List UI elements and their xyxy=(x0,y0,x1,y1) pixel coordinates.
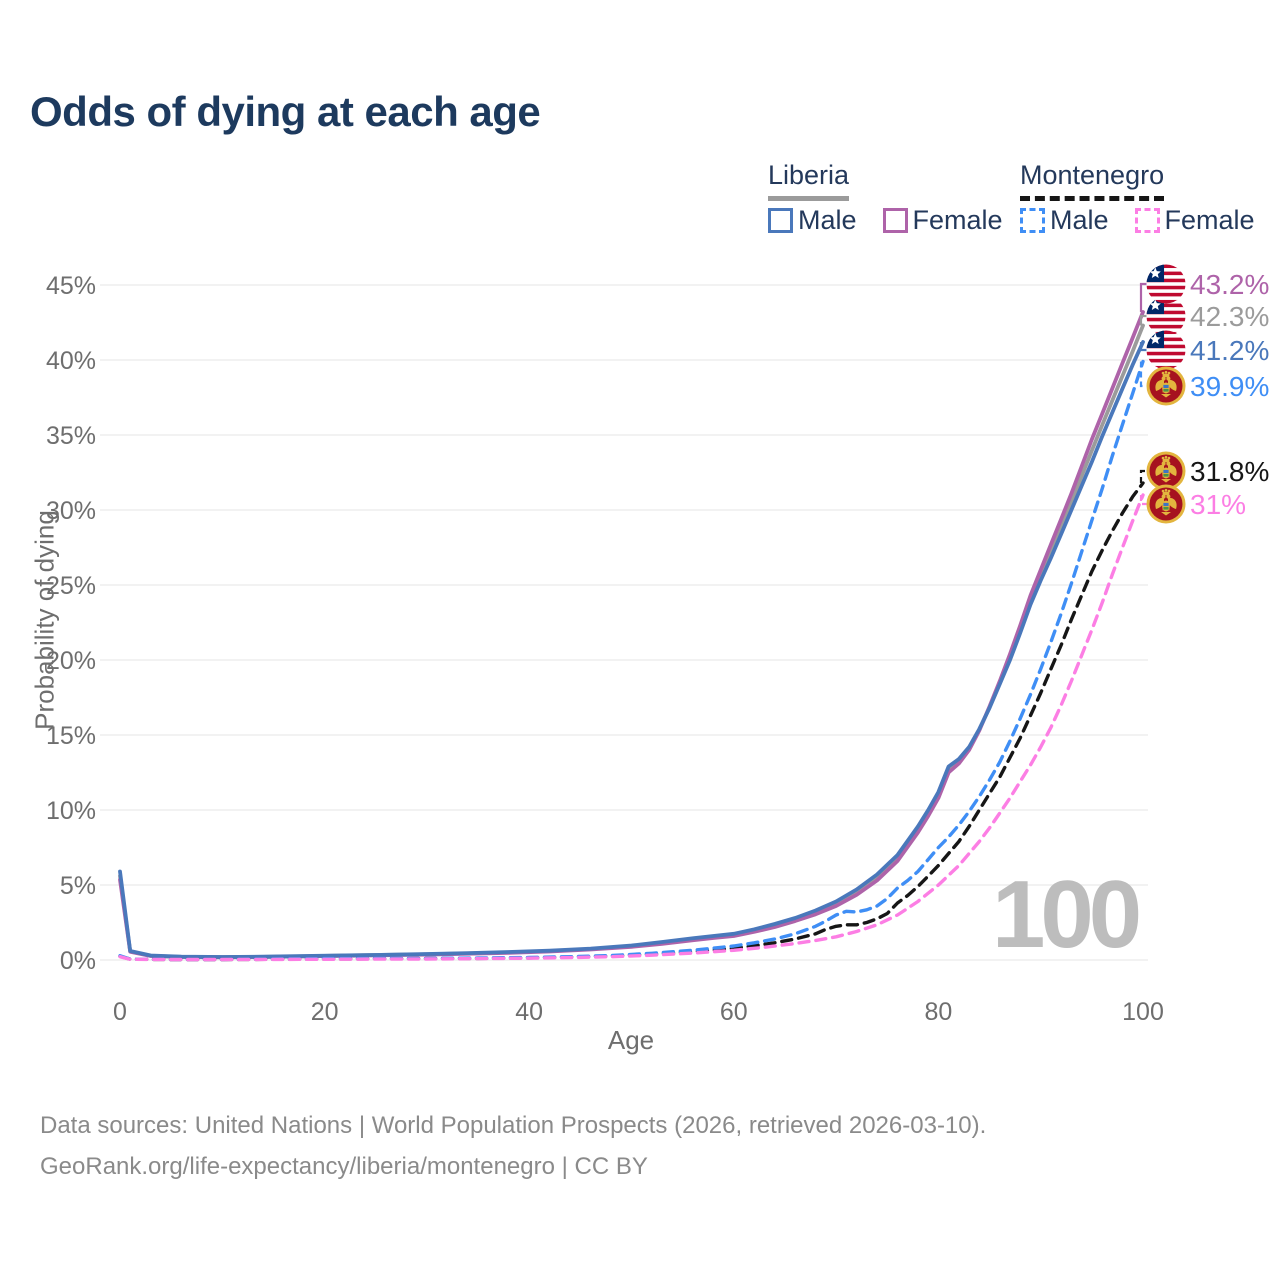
end-label-liberia-both: 42.3% xyxy=(1190,301,1269,332)
y-tick-0%: 0% xyxy=(60,947,96,975)
x-tick-40: 40 xyxy=(515,998,543,1026)
series-line-montenegro-female xyxy=(118,493,1145,962)
y-tick-25%: 25% xyxy=(46,572,96,600)
legend-country-montenegro: Montenegro xyxy=(1020,160,1165,201)
y-tick-45%: 45% xyxy=(46,272,96,300)
legend-group-liberia: Liberia Male Female xyxy=(768,160,1029,236)
legend-label-liberia-male: Male xyxy=(798,205,857,235)
end-label-montenegro-female: 31% xyxy=(1190,489,1246,520)
legend-group-montenegro: Montenegro Male Female xyxy=(1020,160,1280,236)
x-tick-0: 0 xyxy=(113,998,127,1026)
y-tick-5%: 5% xyxy=(60,872,96,900)
y-tick-35%: 35% xyxy=(46,422,96,450)
footer-data-sources: Data sources: United Nations | World Pop… xyxy=(40,1112,987,1139)
age-watermark: 100 xyxy=(992,861,1142,968)
series-line-liberia-male xyxy=(118,340,1145,959)
legend-label-liberia-female: Female xyxy=(912,205,1003,235)
end-label-montenegro-both: 31.8% xyxy=(1190,456,1269,487)
legend-swatch-liberia-female xyxy=(882,208,908,233)
series-line-liberia-female xyxy=(118,310,1145,960)
legend-swatch-montenegro-male xyxy=(1020,208,1045,233)
page-title: Odds of dying at each age xyxy=(30,88,541,135)
end-label-connector-montenegro-male xyxy=(1139,361,1147,388)
montenegro-flag-icon xyxy=(1146,484,1186,524)
y-tick-10%: 10% xyxy=(46,797,96,825)
liberia-flag-icon xyxy=(1146,330,1186,370)
end-label-liberia-male: 41.2% xyxy=(1190,335,1269,366)
line-chart: 0% 5% 10% 15% 20% 25% 30% 35% 40% 45% 0 20 40 60 80 100… xyxy=(46,264,1269,1026)
x-axis-title: Age xyxy=(607,1025,655,1055)
x-tick-100: 100 xyxy=(1122,998,1164,1026)
end-label-connector-montenegro-female xyxy=(1139,495,1147,506)
legend-country-liberia: Liberia xyxy=(768,160,850,201)
liberia-flag-icon xyxy=(1146,264,1186,304)
end-label-connector-liberia-female xyxy=(1139,282,1147,312)
legend-label-montenegro-male: Male xyxy=(1050,205,1109,235)
legend-swatch-liberia-male xyxy=(768,208,793,233)
y-tick-15%: 15% xyxy=(46,722,96,750)
montenegro-flag-icon xyxy=(1146,451,1186,491)
footer-attribution: GeoRank.org/life-expectancy/liberia/mont… xyxy=(40,1153,648,1180)
end-label-connector-montenegro-both xyxy=(1139,469,1147,483)
x-tick-20: 20 xyxy=(311,998,339,1026)
series-line-liberia-both xyxy=(118,323,1145,959)
end-label-connector-liberia-male xyxy=(1139,342,1147,352)
series-line-montenegro-both xyxy=(118,481,1145,962)
x-tick-60: 60 xyxy=(720,998,748,1026)
legend-label-montenegro-female: Female xyxy=(1164,205,1255,235)
end-label-connector-liberia-both xyxy=(1139,314,1147,326)
end-label-montenegro-male: 39.9% xyxy=(1190,371,1269,402)
y-tick-30%: 30% xyxy=(46,497,96,525)
montenegro-flag-icon xyxy=(1146,366,1186,406)
end-label-liberia-female: 43.2% xyxy=(1190,269,1269,300)
x-tick-80: 80 xyxy=(924,998,952,1026)
footer: Data sources: United Nations | World Pop… xyxy=(40,1105,986,1187)
y-tick-20%: 20% xyxy=(46,647,96,675)
y-axis-title: Probability of dying xyxy=(29,510,60,730)
legend-swatch-montenegro-female xyxy=(1134,208,1160,233)
y-tick-40%: 40% xyxy=(46,347,96,375)
